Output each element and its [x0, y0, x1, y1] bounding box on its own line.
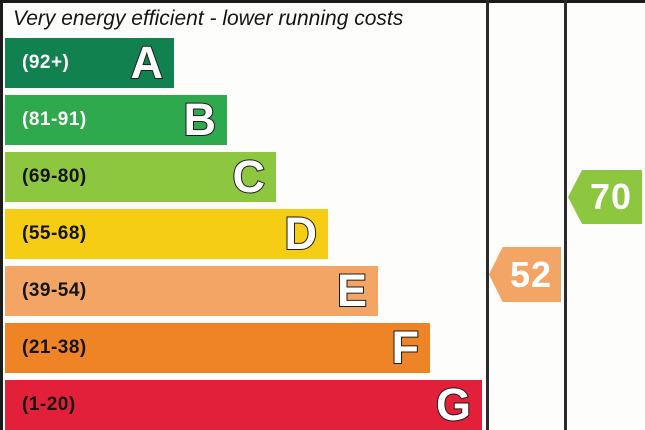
- band-range-label: (1-20): [22, 394, 76, 415]
- current-rating-value: 52: [509, 253, 553, 295]
- band-grade-letter: D: [284, 208, 318, 260]
- column-divider-current: [486, 0, 489, 430]
- band-range-label: (55-68): [22, 223, 87, 244]
- band-row-a: (92+) A: [5, 37, 174, 89]
- band-row-b: (81-91) B: [5, 94, 227, 146]
- band-range-label: (81-91): [22, 109, 87, 130]
- band-range-label: (39-54): [22, 280, 87, 301]
- band-row-f: (21-38) F: [5, 322, 430, 374]
- table-border-left: [0, 0, 3, 430]
- potential-rating-value: 70: [589, 176, 633, 217]
- band-grade-letter: G: [435, 379, 472, 430]
- band-row-c: (69-80) C: [5, 151, 276, 203]
- band-range-label: (69-80): [22, 166, 87, 187]
- potential-rating-arrow: 70: [568, 170, 642, 224]
- band-row-e: (39-54) E: [5, 265, 378, 317]
- column-divider-potential: [564, 0, 567, 430]
- band-grade-letter: B: [183, 94, 217, 146]
- current-rating-arrow: 52: [489, 247, 561, 302]
- band-range-label: (92+): [22, 52, 70, 73]
- band-grade-letter: A: [130, 37, 164, 89]
- band-grade-letter: E: [336, 265, 368, 317]
- band-range-label: (21-38): [22, 337, 87, 358]
- band-grade-letter: F: [391, 322, 420, 374]
- table-border-top: [0, 0, 645, 3]
- band-grade-letter: C: [232, 151, 266, 203]
- band-row-g: (1-20) G: [5, 379, 482, 430]
- chart-title: Very energy efficient - lower running co…: [13, 7, 404, 30]
- band-row-d: (55-68) D: [5, 208, 328, 260]
